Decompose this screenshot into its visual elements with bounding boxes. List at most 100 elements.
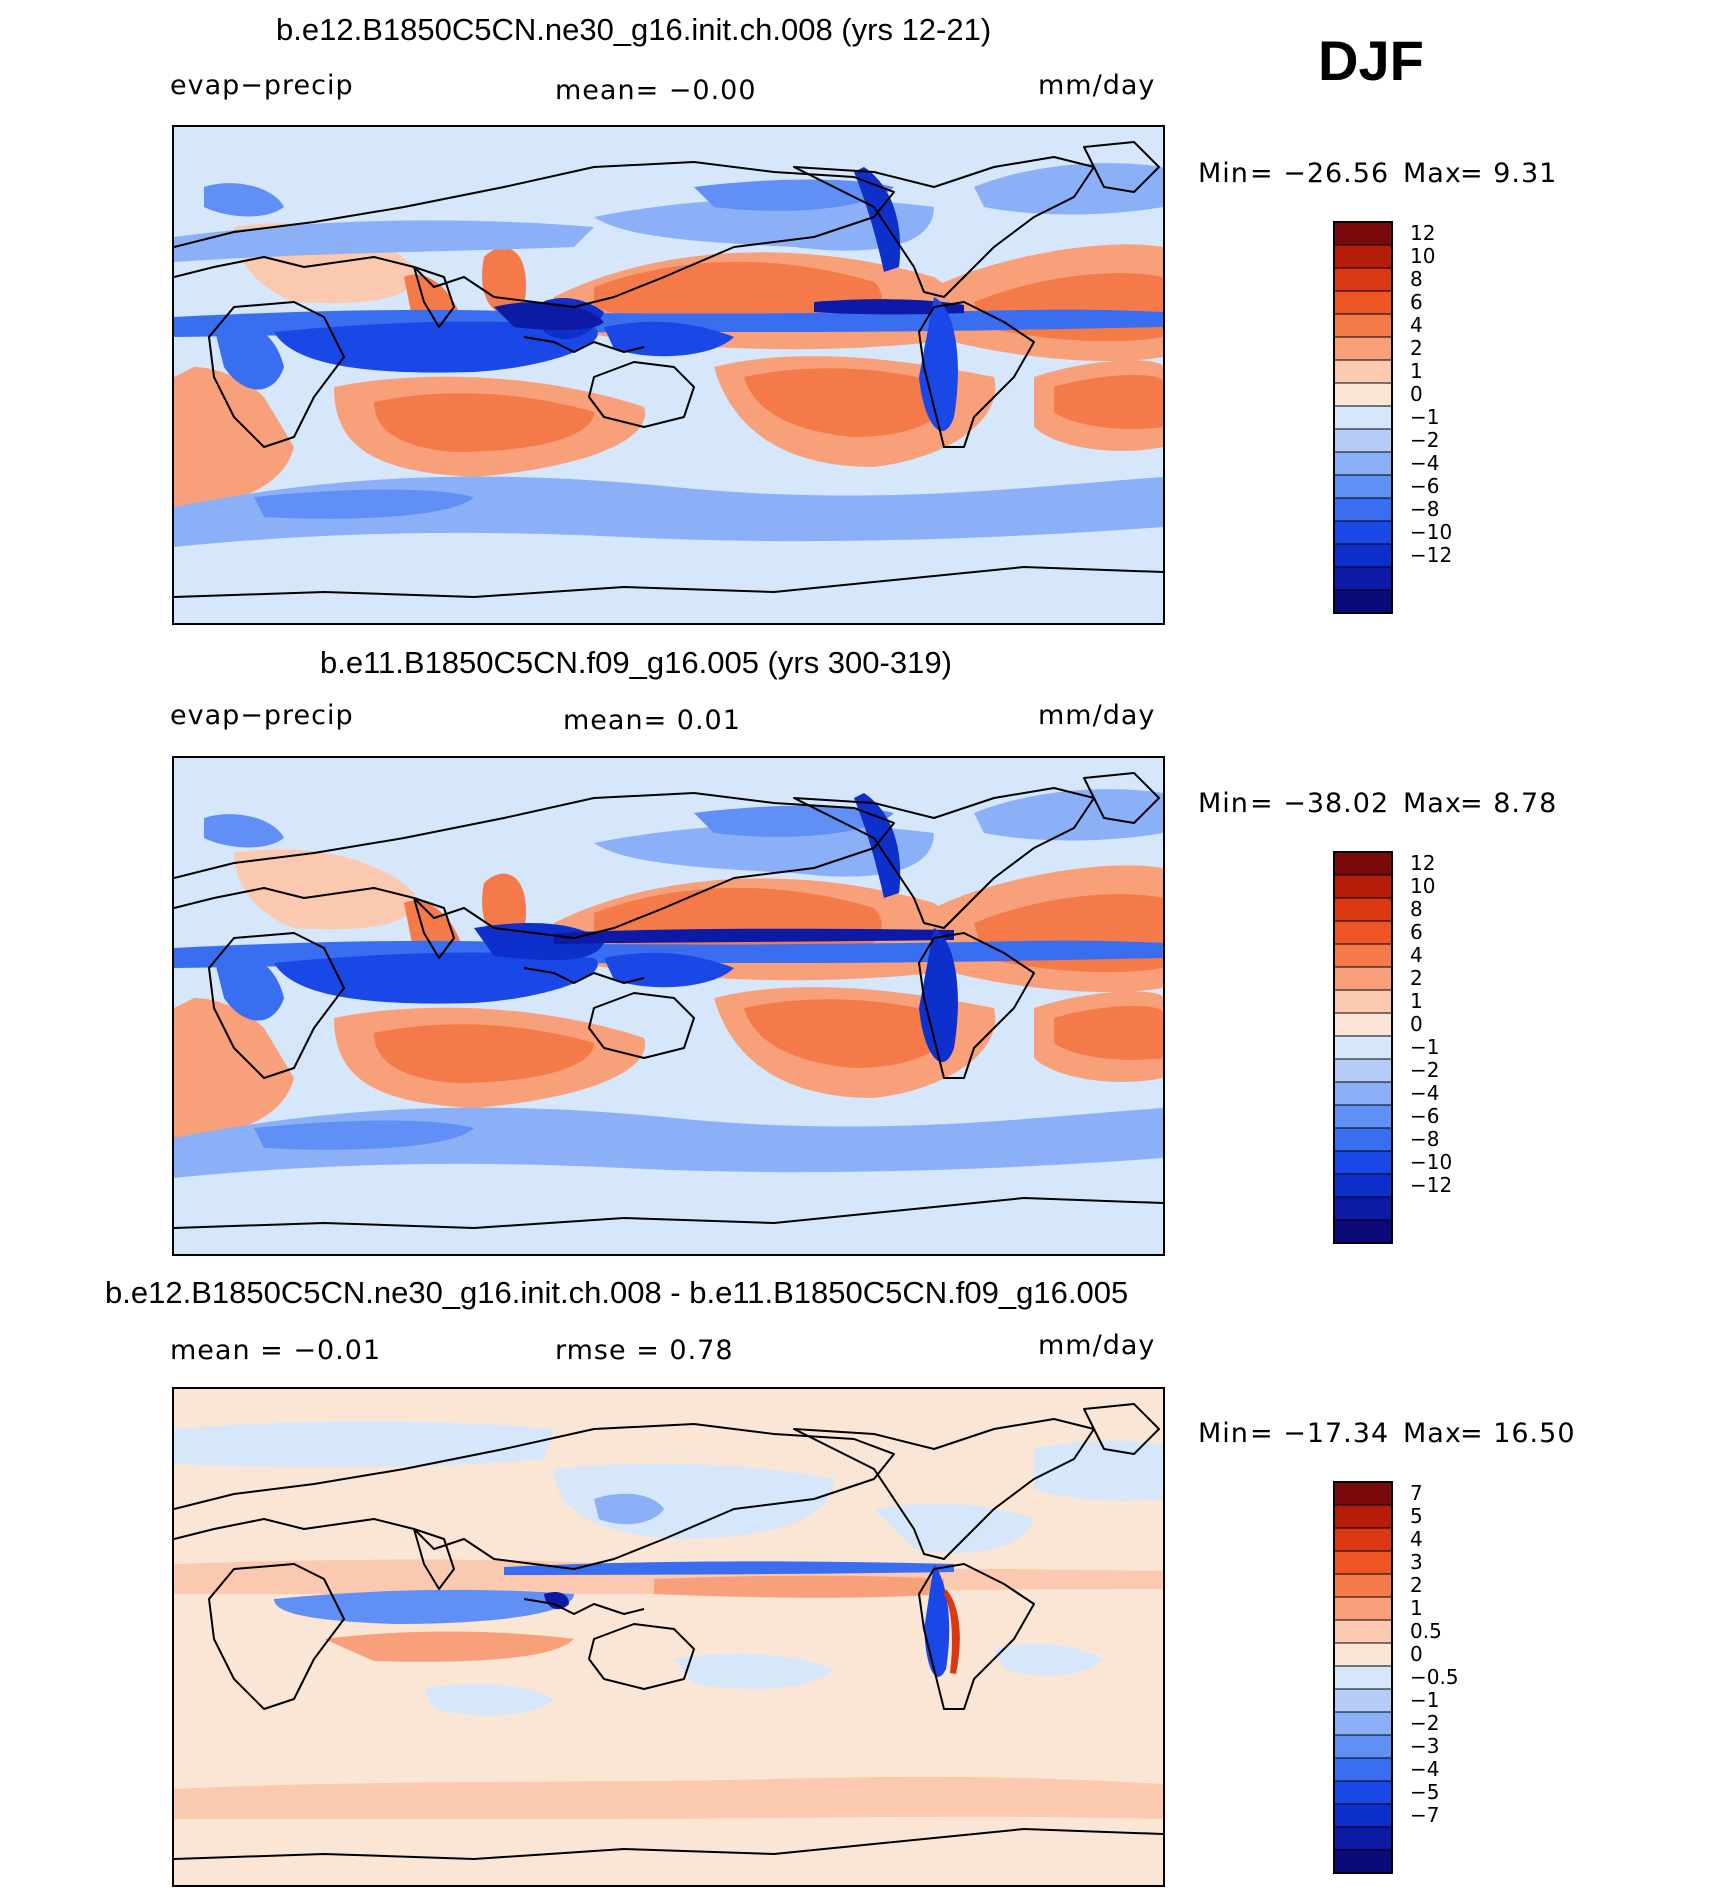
colorbar-tick-label: −10 bbox=[1410, 1150, 1453, 1174]
panel-3-title: b.e12.B1850C5CN.ne30_g16.init.ch.008 - b… bbox=[105, 1275, 1129, 1310]
colorbar-swatch bbox=[1333, 267, 1393, 292]
panel-1-colorbar bbox=[1332, 220, 1394, 615]
panel-2-colorbar-labels: 12 10 8 6 4 2 1 0 −1 −2 −4 −6 −8 −10 −12 bbox=[1410, 850, 1510, 1245]
colorbar-swatch bbox=[1333, 1596, 1393, 1621]
colorbar-tick-label: 1 bbox=[1410, 359, 1423, 383]
colorbar-swatch bbox=[1333, 1757, 1393, 1782]
colorbar-tick-label: 3 bbox=[1410, 1550, 1423, 1574]
colorbar-tick-label: 0 bbox=[1410, 1642, 1423, 1666]
panel-3-coastlines bbox=[174, 1403, 1163, 1860]
colorbar-swatch bbox=[1333, 1573, 1393, 1598]
colorbar-tick-label: 4 bbox=[1410, 1527, 1423, 1551]
panel-3-mean-label: mean = −0.01 bbox=[170, 1335, 382, 1366]
panel-1-field bbox=[174, 127, 1163, 623]
colorbar-swatch bbox=[1333, 520, 1393, 545]
panel-3-max-value: = 16.50 bbox=[1460, 1418, 1576, 1449]
panel-2-title: b.e11.B1850C5CN.f09_g16.005 (yrs 300-319… bbox=[320, 645, 952, 680]
panel-1-colorbar-labels: 12 10 8 6 4 2 1 0 −1 −2 −4 −6 −8 −10 −12 bbox=[1410, 220, 1510, 615]
colorbar-swatch bbox=[1333, 1734, 1393, 1759]
panel-1-map-svg bbox=[174, 127, 1163, 623]
colorbar-tick-label: −6 bbox=[1410, 474, 1440, 498]
colorbar-swatch bbox=[1333, 1196, 1393, 1221]
colorbar-swatch bbox=[1333, 1826, 1393, 1851]
colorbar-tick-label: −3 bbox=[1410, 1734, 1440, 1758]
colorbar-swatch bbox=[1333, 451, 1393, 476]
colorbar-swatch bbox=[1333, 290, 1393, 315]
colorbar-tick-label: −5 bbox=[1410, 1780, 1440, 1804]
colorbar-swatch bbox=[1333, 1127, 1393, 1152]
colorbar-tick-label: −2 bbox=[1410, 1058, 1440, 1082]
panel-1-map bbox=[172, 125, 1165, 625]
colorbar-tick-label: −7 bbox=[1410, 1803, 1440, 1827]
colorbar-tick-label: 2 bbox=[1410, 1573, 1423, 1597]
panel-2-colorbar bbox=[1332, 850, 1394, 1245]
panel-2-field bbox=[174, 758, 1163, 1254]
colorbar-tick-label: −4 bbox=[1410, 451, 1440, 475]
colorbar-swatch bbox=[1333, 1803, 1393, 1828]
colorbar-swatch bbox=[1333, 1711, 1393, 1736]
panel-1-max-value: = 9.31 bbox=[1460, 158, 1558, 189]
colorbar-swatch bbox=[1333, 1665, 1393, 1690]
colorbar-swatch bbox=[1333, 1550, 1393, 1575]
panel-3-min-label: Min bbox=[1198, 1418, 1249, 1449]
colorbar-tick-label: 8 bbox=[1410, 267, 1423, 291]
colorbar-tick-label: 4 bbox=[1410, 313, 1423, 337]
colorbar-tick-label: −2 bbox=[1410, 428, 1440, 452]
colorbar-tick-label: −1 bbox=[1410, 1688, 1440, 1712]
panel-1-min-label: Min bbox=[1198, 158, 1249, 189]
panel-2-colorbar-svg bbox=[1333, 851, 1393, 1244]
colorbar-swatch bbox=[1333, 1619, 1393, 1644]
colorbar-swatch bbox=[1333, 359, 1393, 384]
colorbar-tick-label: 5 bbox=[1410, 1504, 1423, 1528]
panel-3-map bbox=[172, 1387, 1165, 1887]
colorbar-tick-label: 0 bbox=[1410, 382, 1423, 406]
colorbar-swatch bbox=[1333, 920, 1393, 945]
colorbar-swatch bbox=[1333, 1150, 1393, 1175]
colorbar-tick-label: 12 bbox=[1410, 221, 1436, 245]
panel-2-map-svg bbox=[174, 758, 1163, 1254]
panel-3-units-label: mm/day bbox=[1038, 1330, 1156, 1361]
colorbar-swatch bbox=[1333, 1219, 1393, 1244]
panel-3-colorbar-svg bbox=[1333, 1481, 1393, 1874]
colorbar-frame bbox=[1333, 1481, 1393, 1874]
colorbar-swatch bbox=[1333, 566, 1393, 591]
colorbar-tick-label: −10 bbox=[1410, 520, 1453, 544]
colorbar-swatch bbox=[1333, 1012, 1393, 1037]
colorbar-tick-label: −2 bbox=[1410, 1711, 1440, 1735]
colorbar-tick-label: −0.5 bbox=[1410, 1665, 1459, 1689]
panel-1-colorbar-svg bbox=[1333, 221, 1393, 614]
colorbar-tick-label: 6 bbox=[1410, 290, 1423, 314]
colorbar-swatch bbox=[1333, 1780, 1393, 1805]
colorbar-swatch bbox=[1333, 1504, 1393, 1529]
colorbar-frame bbox=[1333, 851, 1393, 1244]
colorbar-tick-label: −8 bbox=[1410, 1127, 1440, 1151]
colorbar-swatch bbox=[1333, 851, 1393, 876]
panel-1-mean-label: mean= −0.00 bbox=[555, 75, 757, 106]
panel-2-min-value: = −38.02 bbox=[1250, 788, 1390, 819]
colorbar-swatch bbox=[1333, 1035, 1393, 1060]
panel-3-map-svg bbox=[174, 1389, 1163, 1885]
colorbar-tick-label: −12 bbox=[1410, 543, 1453, 567]
colorbar-swatch bbox=[1333, 1081, 1393, 1106]
colorbar-swatch bbox=[1333, 336, 1393, 361]
colorbar-tick-label: 10 bbox=[1410, 244, 1436, 268]
panel-1-units-label: mm/day bbox=[1038, 70, 1156, 101]
colorbar-tick-label: 7 bbox=[1410, 1481, 1423, 1505]
colorbar-swatch bbox=[1333, 382, 1393, 407]
season-label: DJF bbox=[1318, 29, 1424, 92]
panel-2-variable-label: evap−precip bbox=[170, 700, 354, 731]
panel-1-variable-label: evap−precip bbox=[170, 70, 354, 101]
panel-1-coastlines bbox=[174, 141, 1163, 598]
colorbar-tick-label: 12 bbox=[1410, 851, 1436, 875]
colorbar-tick-label: 1 bbox=[1410, 1596, 1423, 1620]
colorbar-frame bbox=[1333, 221, 1393, 614]
panel-3-field bbox=[174, 1389, 1163, 1885]
colorbar-swatch bbox=[1333, 313, 1393, 338]
colorbar-swatch bbox=[1333, 989, 1393, 1014]
colorbar-swatch bbox=[1333, 897, 1393, 922]
panel-3-min-value: = −17.34 bbox=[1250, 1418, 1390, 1449]
colorbar-tick-label: 8 bbox=[1410, 897, 1423, 921]
colorbar-swatch bbox=[1333, 405, 1393, 430]
colorbar-swatch bbox=[1333, 589, 1393, 614]
colorbar-swatch bbox=[1333, 966, 1393, 991]
